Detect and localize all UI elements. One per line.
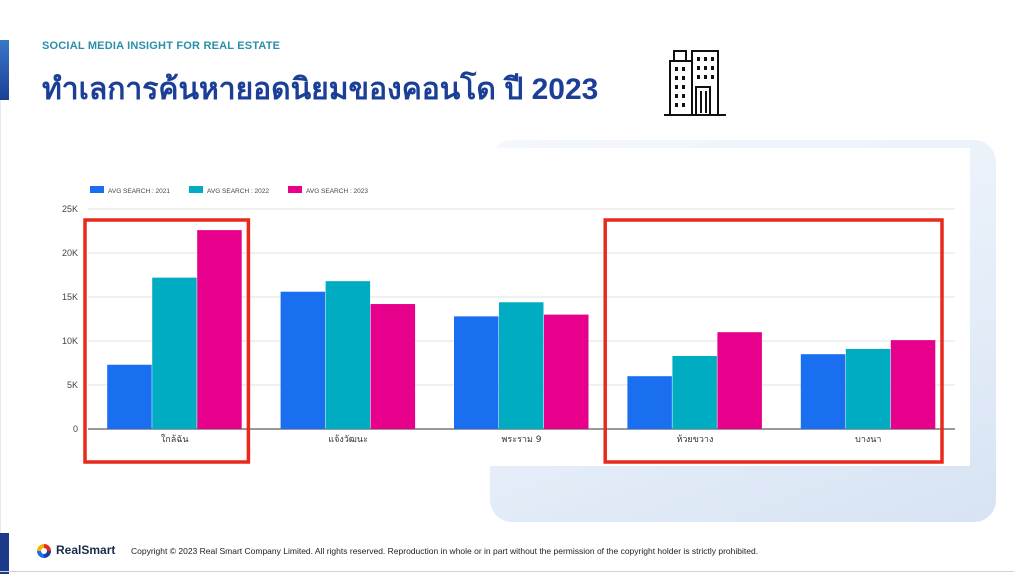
bar [800, 354, 846, 429]
footer-brand: RealSmart [56, 543, 116, 557]
legend-label: AVG SEARCH : 2023 [306, 188, 368, 195]
bar [152, 277, 197, 429]
x-tick-label: แจ้งวัฒนะ [328, 434, 368, 445]
left-accent-bar-bottom [0, 533, 9, 574]
highlight-box [83, 218, 251, 464]
y-tick-label: 10K [62, 336, 78, 346]
legend-label: AVG SEARCH : 2022 [207, 188, 269, 195]
bar [499, 302, 544, 429]
y-tick-label: 25K [62, 204, 78, 214]
bar [845, 348, 891, 429]
left-divider [0, 100, 1, 533]
left-accent-bar [0, 40, 9, 100]
y-tick-label: 20K [62, 248, 78, 258]
bar [544, 314, 589, 429]
legend-swatch [189, 186, 203, 193]
x-tick-label: พระราม 9 [501, 435, 541, 445]
bar [672, 355, 717, 429]
bar [280, 291, 326, 429]
bar [890, 340, 936, 429]
x-tick-label: ใกล้ฉัน [161, 434, 189, 445]
y-tick-label: 15K [62, 292, 78, 302]
bar [370, 304, 416, 429]
bar [627, 376, 672, 429]
y-tick-label: 5K [67, 380, 78, 390]
buildings-icon [664, 50, 726, 116]
page-title: ทำเลการค้นหายอดนิยมของคอนโด ปี 2023 [42, 73, 599, 106]
x-tick-label: บางนา [855, 435, 881, 445]
legend-swatch [90, 186, 104, 193]
bar [325, 281, 371, 429]
footer-copyright: Copyright © 2023 Real Smart Company Limi… [131, 546, 759, 556]
x-tick-label: ห้วยขวาง [676, 434, 713, 445]
legend-swatch [288, 186, 302, 193]
legend-label: AVG SEARCH : 2021 [108, 188, 170, 195]
bar [717, 332, 762, 429]
y-tick-label: 0 [73, 424, 78, 434]
bottom-divider [0, 571, 1014, 572]
bar [454, 316, 499, 429]
bar [197, 230, 242, 429]
bar [107, 364, 152, 429]
realsmart-logo-icon [37, 544, 51, 558]
page-subtitle: SOCIAL MEDIA INSIGHT FOR REAL ESTATE [42, 40, 281, 52]
highlight-box [603, 218, 944, 464]
